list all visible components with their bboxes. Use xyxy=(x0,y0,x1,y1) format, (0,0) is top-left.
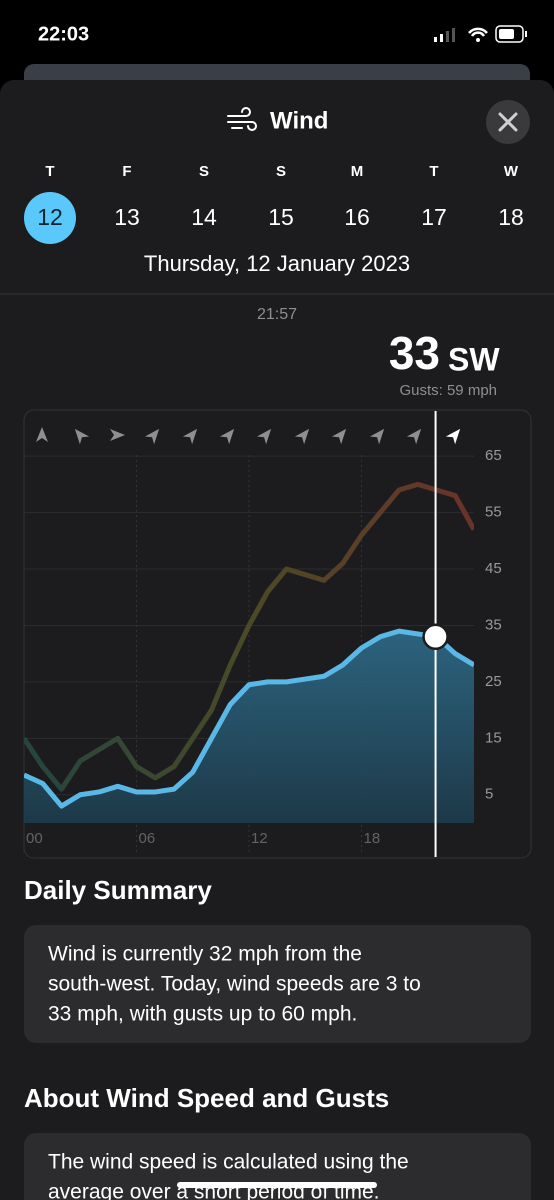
y-tick-label: 15 xyxy=(485,729,502,746)
selected-direction: SW xyxy=(448,341,500,377)
x-tick-label: 00 xyxy=(26,830,43,847)
y-tick-label: 45 xyxy=(485,560,502,577)
y-tick-label: 25 xyxy=(485,673,502,690)
y-tick-label: 5 xyxy=(485,786,493,803)
summary-text: Wind is currently 32 mph from the south-w… xyxy=(48,943,421,1026)
paragraph-line: 33 mph, with gusts up to 60 mph. xyxy=(48,1003,357,1026)
paragraph-line: The wind speed is calculated using the xyxy=(48,1151,409,1174)
selected-speed: 33 xyxy=(389,327,440,379)
wind-icon xyxy=(227,107,257,131)
selected-day[interactable] xyxy=(24,192,76,244)
selected-gusts: Gusts: 59 mph xyxy=(399,382,497,399)
summary-title: Daily Summary xyxy=(24,875,212,905)
day-letter: M xyxy=(351,163,364,180)
about-title: About Wind Speed and Gusts xyxy=(24,1083,389,1113)
sheet-title: Wind xyxy=(270,107,328,134)
paragraph-line: Wind is currently 32 mph from the xyxy=(48,943,362,966)
close-button[interactable] xyxy=(486,100,530,144)
y-tick-label: 55 xyxy=(485,504,502,521)
day-number[interactable]: 16 xyxy=(344,204,370,230)
day-picker: T F S S M T W 12 13 14 15 16 17 18 xyxy=(24,163,524,244)
direction-arrows xyxy=(36,427,461,445)
day-letter: S xyxy=(276,163,286,180)
x-tick-label: 12 xyxy=(251,830,268,847)
day-number[interactable]: 15 xyxy=(268,204,294,230)
day-number[interactable]: 13 xyxy=(114,204,140,230)
day-letter: W xyxy=(504,163,519,180)
x-tick-label: 18 xyxy=(364,830,381,847)
wind-chart: 5 15 25 35 45 55 65 00 06 12 18 xyxy=(23,411,502,857)
day-letter: S xyxy=(199,163,209,180)
wind-area xyxy=(24,631,474,823)
home-indicator xyxy=(177,1182,377,1188)
gust-line xyxy=(24,481,474,792)
about-card xyxy=(24,1133,531,1200)
day-number[interactable]: 12 xyxy=(37,204,63,230)
day-number[interactable]: 14 xyxy=(191,204,217,230)
y-tick-label: 35 xyxy=(485,616,502,633)
selected-time: 21:57 xyxy=(257,306,297,323)
selected-date: Thursday, 12 January 2023 xyxy=(144,251,410,276)
day-number[interactable]: 17 xyxy=(421,204,447,230)
day-letter: T xyxy=(45,163,54,180)
summary-card xyxy=(24,925,531,1043)
day-letter: T xyxy=(429,163,438,180)
wind-line xyxy=(24,628,474,809)
status-icons xyxy=(434,25,527,43)
day-letter: F xyxy=(122,163,131,180)
day-number[interactable]: 18 xyxy=(498,204,524,230)
cursor-point xyxy=(422,623,449,651)
paragraph-line: south-west. Today, wind speeds are 3 to xyxy=(48,973,421,996)
x-tick-label: 06 xyxy=(139,830,156,847)
y-tick-label: 65 xyxy=(485,447,502,464)
status-time: 22:03 xyxy=(38,23,89,45)
